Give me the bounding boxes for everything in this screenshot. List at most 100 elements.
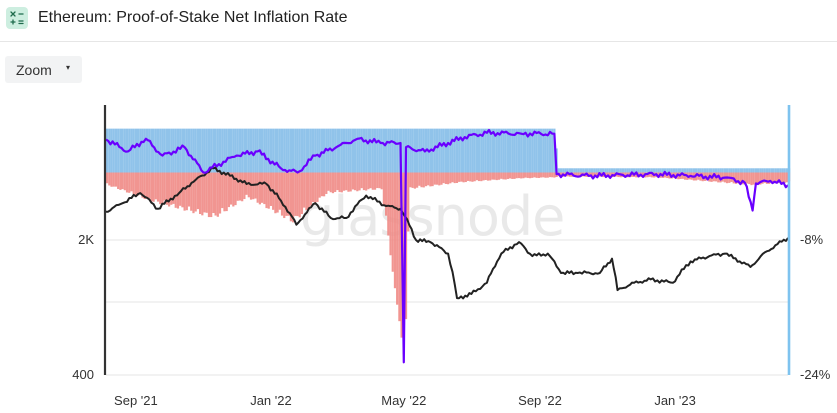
issuance-bar [613,168,616,173]
burn-bar [323,172,326,197]
issuance-bar [435,128,439,173]
burn-bar [420,172,423,188]
burn-bar [664,172,667,178]
issuance-bar [668,168,671,173]
issuance-bar [619,168,622,173]
zoom-dropdown-button[interactable]: Zoom ▾ [5,56,82,83]
issuance-bar [732,168,735,173]
issuance-bar [509,128,512,173]
issuance-bar [559,168,563,173]
burn-bar [214,172,217,216]
issuance-bar [486,128,490,173]
issuance-bar [690,168,693,173]
issuance-bar [497,128,501,173]
issuance-bar [365,128,368,173]
issuance-bar [701,168,704,173]
issuance-bar [170,128,173,173]
issuance-bar [741,168,744,173]
issuance-bar [670,168,673,173]
issuance-bar [717,168,720,173]
issuance-bar [475,128,478,173]
issuance-bar [566,168,569,173]
burn-bar [475,172,478,181]
issuance-bar [234,128,237,173]
issuance-bar [391,128,394,173]
issuance-bar [207,128,211,173]
burn-bar [573,172,576,177]
issuance-bar [621,168,625,173]
burn-bar [285,172,288,216]
issuance-bar [199,128,202,173]
burn-bar [283,172,286,219]
issuance-bar [440,128,443,173]
burn-bar [185,172,188,211]
issuance-bar [347,128,350,173]
issuance-bar [108,128,111,173]
burn-bar [768,172,771,184]
burn-bar [150,172,153,202]
issuance-bar [351,128,354,173]
burn-bar [316,172,319,202]
burn-bar [170,172,173,205]
issuance-bar [664,168,667,173]
burn-bar [500,172,503,179]
issuance-bar [473,128,476,173]
burn-bar [378,172,381,189]
issuance-bar [362,128,366,173]
issuance-bar [575,168,578,173]
burn-bar [398,172,401,322]
burn-bar [502,172,505,180]
issuance-bar [602,168,605,173]
burn-bar [774,172,777,184]
issuance-bar [294,128,297,173]
burn-bar [247,172,250,198]
issuance-bar [139,128,142,173]
issuance-bar [338,128,341,173]
issuance-bar [666,168,669,173]
watermark: glassnode [300,185,564,248]
burn-bar [699,172,702,181]
issuance-bar [214,128,217,173]
issuance-bar [528,128,532,173]
burn-bar [433,172,436,185]
issuance-bar [230,128,233,173]
burn-bar [161,172,164,204]
issuance-bar [106,128,109,173]
burn-bar [265,172,268,209]
burn-bar [276,172,279,213]
issuance-bar [143,128,146,173]
issuance-bar [218,128,222,173]
issuance-bar [714,168,718,173]
burn-bar [143,172,146,200]
issuance-bar [644,168,647,173]
issuance-bar [719,168,722,173]
issuance-bar [765,168,769,173]
burn-bar [307,172,310,210]
burn-bar [411,172,414,188]
burn-bar [294,172,297,216]
issuance-bar [535,128,538,173]
burn-bar [354,172,357,191]
burn-bar [455,172,459,183]
issuance-bar [672,168,676,173]
burn-bar [783,172,786,183]
burn-bar [458,172,461,182]
burn-bar [750,172,753,186]
issuance-bar [114,128,118,173]
issuance-bar [163,128,166,173]
chevron-down-icon: ▾ [66,63,71,72]
issuance-bar [243,128,246,173]
issuance-bar [205,128,208,173]
x-tick-label: Sep '21 [114,393,158,408]
burn-bar [338,172,341,193]
issuance-bar [356,128,359,173]
issuance-bar [367,128,370,173]
burn-bar [305,172,308,211]
burn-bar [484,172,487,180]
issuance-bar [548,128,552,173]
burn-bar [311,172,315,203]
burn-bar [473,172,476,182]
burn-bar [553,172,556,178]
burn-bar [407,172,410,232]
burn-bar [391,172,394,272]
